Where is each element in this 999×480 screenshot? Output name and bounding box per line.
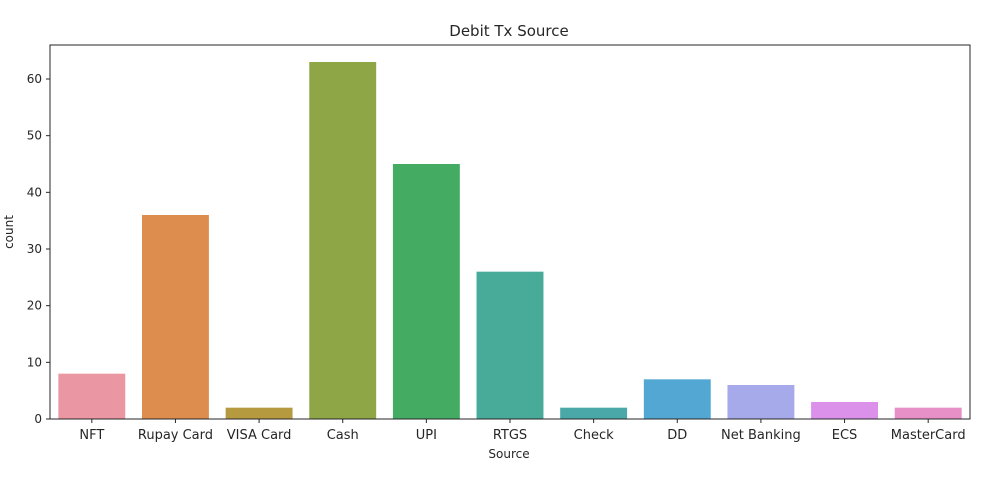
bar-nft: [58, 373, 126, 419]
x-axis-label: Source: [488, 447, 529, 461]
y-axis-label: count: [2, 215, 16, 249]
x-tick-label: RTGS: [493, 428, 527, 443]
x-axis: NFT Rupay Card VISA Card Cash UPI RTGS Check DD…: [79, 419, 966, 443]
bar-visa-card: [225, 407, 293, 419]
y-tick-label: 40: [27, 185, 42, 199]
chart-title: Debit Tx Source: [449, 22, 568, 40]
bar-net-banking: [727, 385, 795, 419]
x-tick-label: Rupay Card: [138, 428, 213, 443]
y-axis: 0 10 20 30 40 50 60: [27, 72, 50, 426]
x-tick-label: Check: [574, 428, 614, 443]
bars-group: [58, 62, 962, 419]
bar-dd: [643, 379, 711, 419]
bar-ecs: [811, 402, 878, 419]
plot-frame: [49, 44, 971, 420]
bar-mastercard: [894, 407, 962, 419]
x-tick-label: ECS: [832, 428, 858, 443]
y-tick-label: 60: [27, 72, 42, 86]
x-tick-label: UPI: [416, 428, 437, 443]
bar-rupay-card: [142, 215, 209, 419]
x-tick-label: VISA Card: [227, 428, 292, 443]
x-tick-label: NFT: [79, 428, 104, 443]
y-tick-label: 0: [34, 412, 42, 426]
y-tick-label: 10: [27, 355, 42, 369]
x-tick-label: DD: [667, 428, 687, 443]
bar-upi: [392, 164, 460, 419]
y-tick-label: 30: [27, 242, 42, 256]
y-tick-label: 20: [27, 299, 42, 313]
bar-cash: [309, 62, 377, 419]
x-tick-label: MasterCard: [891, 428, 966, 443]
bar-check: [560, 407, 628, 419]
x-tick-label: Net Banking: [721, 428, 801, 443]
bar-rtgs: [476, 271, 544, 419]
x-tick-label: Cash: [327, 428, 359, 443]
y-tick-label: 50: [27, 129, 42, 143]
